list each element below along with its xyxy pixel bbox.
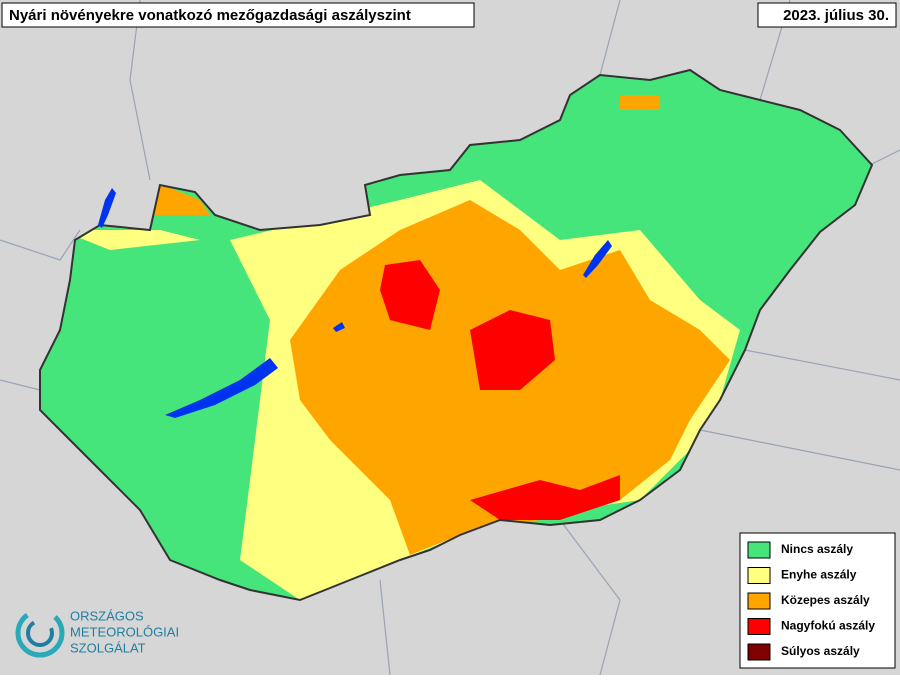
country-border xyxy=(39,68,874,602)
date: 2023. július 30. xyxy=(783,7,889,24)
legend-label: Közepes aszály xyxy=(781,593,870,607)
legend-label: Nagyfokú aszály xyxy=(781,619,875,633)
legend: Nincs aszály Enyhe aszály Közepes aszály Na… xyxy=(747,541,875,661)
title-box xyxy=(1,2,475,28)
logo-line: SZOLGÁLAT xyxy=(70,640,146,655)
title: Nyári növényekre vonatkozó mezőgazdasági… xyxy=(9,7,411,24)
date-box xyxy=(757,2,897,28)
legend-swatch xyxy=(747,643,771,661)
legend-label: Enyhe aszály xyxy=(781,568,857,582)
logo xyxy=(15,608,65,658)
logo-line: ORSZÁGOS xyxy=(70,608,144,623)
legend-label: Súlyos aszály xyxy=(781,644,860,658)
logo-line: METEOROLÓGIAI xyxy=(70,624,179,639)
legend-swatch xyxy=(747,618,771,635)
legend-swatch xyxy=(747,592,771,610)
lakes xyxy=(98,188,612,418)
legend-swatch xyxy=(747,567,771,584)
legend-swatch xyxy=(747,541,771,559)
legend-label: Nincs aszály xyxy=(781,542,853,556)
